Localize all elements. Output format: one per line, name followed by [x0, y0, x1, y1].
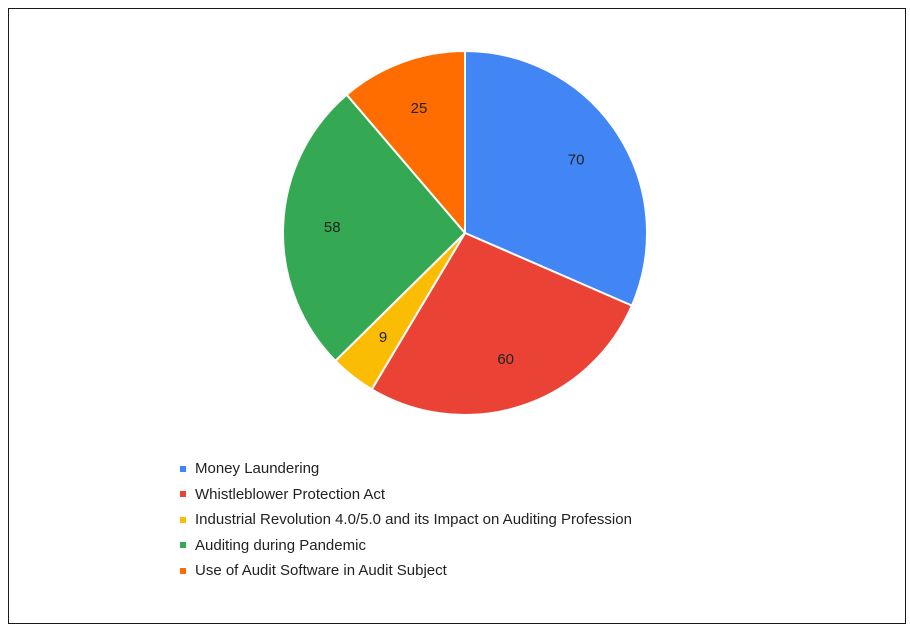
legend-swatch [180, 567, 186, 574]
pie-slices [282, 50, 648, 416]
legend-swatch [180, 516, 186, 523]
chart-legend: Money Laundering Whistleblower Protection… [180, 456, 632, 584]
pie-slice-value-label: 70 [568, 152, 585, 169]
legend-label: Whistleblower Protection Act [195, 485, 386, 503]
pie-slice [370, 232, 633, 416]
legend-swatch [180, 491, 186, 498]
pie-slice-value-label: 9 [379, 329, 387, 346]
legend-label: Auditing during Pandemic [195, 536, 366, 554]
pie-slice-value-label: 58 [324, 219, 341, 236]
legend-item: Use of Audit Software in Audit Subject [180, 558, 632, 584]
pie-slice-labels: 70 60 9 58 25 [324, 100, 585, 368]
legend-item: Auditing during Pandemic [180, 533, 632, 559]
legend-item: Money Laundering [180, 456, 632, 482]
legend-label: Money Laundering [195, 460, 320, 478]
legend-swatch [180, 465, 186, 472]
pie-slice [345, 50, 466, 234]
pie-slice-value-label: 60 [497, 351, 514, 368]
legend-swatch [180, 542, 186, 549]
pie-slice [282, 93, 466, 362]
legend-item: Whistleblower Protection Act [180, 482, 632, 508]
legend-label: Industrial Revolution 4.0/5.0 and its Im… [195, 511, 632, 529]
legend-label: Use of Audit Software in Audit Subject [195, 562, 447, 580]
pie-slice-value-label: 25 [411, 100, 428, 117]
legend-item: Industrial Revolution 4.0/5.0 and its Im… [180, 507, 632, 533]
pie-slice [464, 50, 648, 307]
